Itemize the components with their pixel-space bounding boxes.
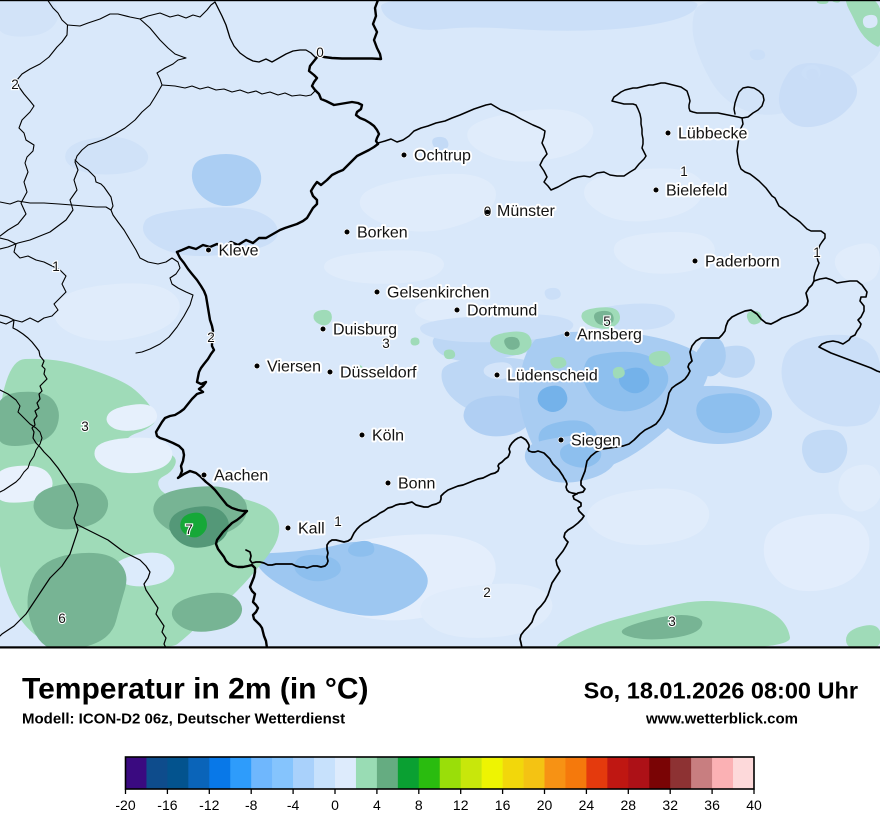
svg-text:Köln: Köln — [372, 428, 404, 445]
svg-text:1: 1 — [680, 164, 688, 179]
svg-text:Münster: Münster — [497, 203, 555, 220]
svg-text:12: 12 — [453, 797, 469, 813]
svg-text:20: 20 — [537, 797, 553, 813]
svg-text:-20: -20 — [115, 797, 135, 813]
svg-text:2: 2 — [483, 585, 491, 600]
svg-text:Duisburg: Duisburg — [333, 322, 397, 339]
svg-text:4: 4 — [373, 797, 381, 813]
svg-text:-16: -16 — [157, 797, 177, 813]
svg-text:28: 28 — [621, 797, 637, 813]
svg-text:Aachen: Aachen — [214, 468, 268, 485]
svg-text:1: 1 — [813, 245, 821, 260]
svg-text:Viersen: Viersen — [267, 359, 321, 376]
svg-text:Gelsenkirchen: Gelsenkirchen — [387, 285, 489, 302]
svg-text:Lüdenscheid: Lüdenscheid — [507, 368, 598, 385]
svg-text:0: 0 — [331, 797, 339, 813]
svg-text:16: 16 — [495, 797, 511, 813]
svg-text:7: 7 — [185, 522, 193, 537]
svg-text:So, 18.01.2026 08:00 Uhr: So, 18.01.2026 08:00 Uhr — [584, 678, 858, 704]
svg-text:-8: -8 — [245, 797, 258, 813]
svg-text:2: 2 — [207, 330, 215, 345]
svg-text:3: 3 — [81, 419, 89, 434]
svg-text:5: 5 — [603, 314, 611, 329]
svg-text:Siegen: Siegen — [571, 433, 621, 450]
svg-text:8: 8 — [415, 797, 423, 813]
svg-text:-12: -12 — [199, 797, 219, 813]
svg-text:Düsseldorf: Düsseldorf — [340, 365, 417, 382]
svg-text:1: 1 — [334, 514, 342, 529]
svg-text:Lübbecke: Lübbecke — [678, 126, 747, 143]
svg-text:Modell: ICON-D2 06z, Deutscher: Modell: ICON-D2 06z, Deutscher Wetterdie… — [22, 711, 345, 728]
svg-text:1: 1 — [52, 259, 60, 274]
svg-text:Bielefeld: Bielefeld — [666, 183, 727, 200]
svg-text:3: 3 — [668, 614, 676, 629]
svg-text:40: 40 — [746, 797, 762, 813]
svg-text:Bonn: Bonn — [398, 476, 435, 493]
svg-text:Paderborn: Paderborn — [705, 254, 780, 271]
svg-text:24: 24 — [579, 797, 595, 813]
svg-text:Dortmund: Dortmund — [467, 303, 537, 320]
svg-text:Kall: Kall — [298, 521, 325, 538]
svg-text:2: 2 — [11, 77, 19, 92]
svg-text:Temperatur in 2m (in °C): Temperatur in 2m (in °C) — [22, 673, 368, 706]
svg-text:Arnsberg: Arnsberg — [577, 327, 642, 344]
svg-text:-4: -4 — [287, 797, 300, 813]
svg-text:0: 0 — [316, 45, 324, 60]
svg-text:Kleve: Kleve — [219, 243, 259, 260]
svg-text:6: 6 — [58, 611, 66, 626]
svg-text:3: 3 — [382, 336, 390, 351]
svg-text:www.wetterblick.com: www.wetterblick.com — [645, 711, 798, 728]
svg-text:32: 32 — [662, 797, 678, 813]
svg-text:Borken: Borken — [357, 225, 408, 242]
svg-text:36: 36 — [704, 797, 720, 813]
svg-text:Ochtrup: Ochtrup — [414, 148, 471, 165]
